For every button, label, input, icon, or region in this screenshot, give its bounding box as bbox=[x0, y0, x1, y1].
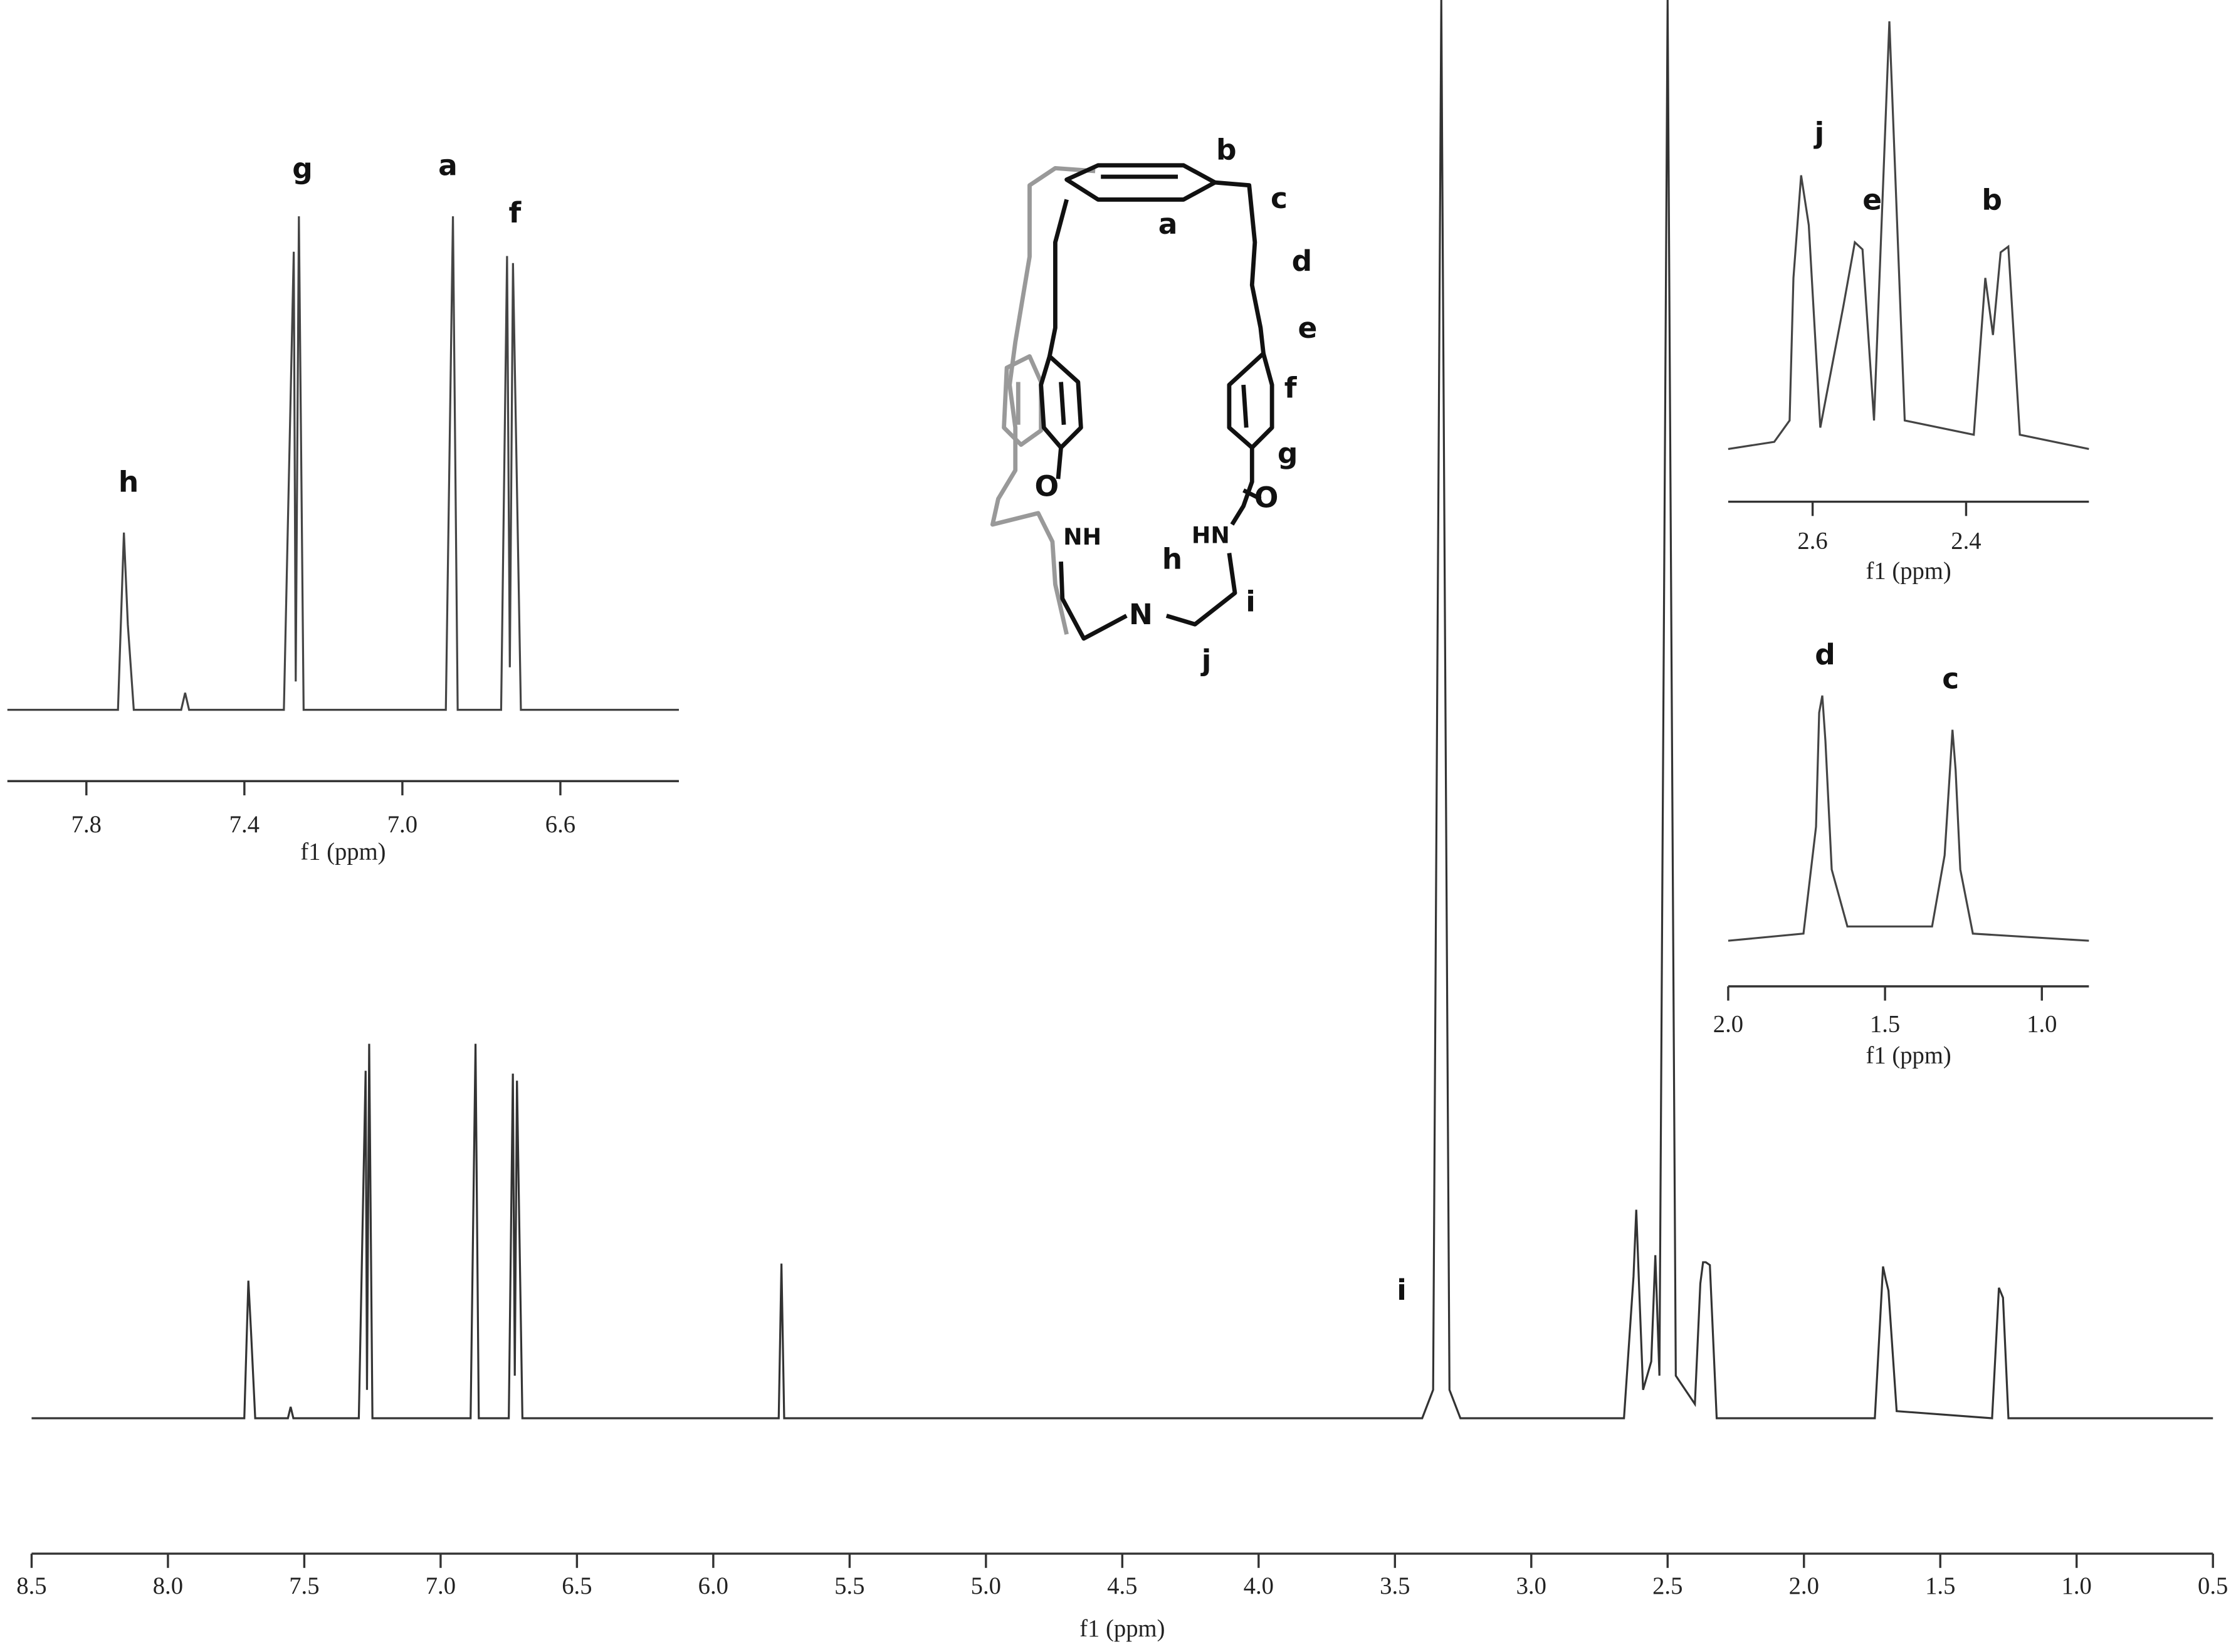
peak-label: j bbox=[1813, 116, 1825, 149]
x-tick-label: 5.5 bbox=[834, 1573, 864, 1599]
x-tick-label: 8.5 bbox=[16, 1573, 46, 1599]
x-tick-label: 2.0 bbox=[1789, 1573, 1819, 1599]
spectrum-line bbox=[1728, 21, 2089, 451]
x-tick-label: 2.4 bbox=[1951, 528, 1981, 555]
x-tick-label: 7.0 bbox=[426, 1573, 456, 1599]
structure-label: a bbox=[1158, 207, 1178, 241]
front-strand bbox=[1039, 163, 1274, 641]
x-axis-label: f1 (ppm) bbox=[1079, 1616, 1165, 1642]
x-tick-label: 3.0 bbox=[1516, 1573, 1546, 1599]
peak-label: f bbox=[509, 196, 522, 229]
x-tick-label: 6.5 bbox=[562, 1573, 592, 1599]
peak-label: g bbox=[292, 152, 313, 185]
structure-label: e bbox=[1298, 311, 1318, 345]
peak-label: c bbox=[1942, 662, 1959, 696]
spectrum-line bbox=[1728, 695, 2089, 942]
x-tick-label: 2.5 bbox=[1652, 1573, 1682, 1599]
x-tick-label: 8.0 bbox=[153, 1573, 183, 1599]
peak-label: b bbox=[1981, 183, 2002, 216]
x-tick-label: 1.0 bbox=[2062, 1573, 2092, 1599]
x-axis-label: f1 (ppm) bbox=[300, 839, 386, 865]
x-tick-label: 0.5 bbox=[2198, 1573, 2228, 1599]
structure-label: N bbox=[1129, 598, 1153, 631]
x-tick-label: 4.0 bbox=[1244, 1573, 1274, 1599]
x-tick-label: 7.4 bbox=[229, 812, 260, 838]
structure-label: i bbox=[1246, 585, 1256, 619]
peak-label: i bbox=[1397, 1273, 1407, 1307]
structure-label: d bbox=[1292, 244, 1313, 278]
x-tick-label: 3.5 bbox=[1380, 1573, 1410, 1599]
back-strand bbox=[990, 165, 1096, 635]
spectrum-line bbox=[31, 0, 2213, 1419]
x-tick-label: 5.0 bbox=[971, 1573, 1001, 1599]
spectrum-line bbox=[7, 216, 679, 711]
molecule-structure bbox=[990, 163, 1274, 641]
peak-label: a bbox=[438, 149, 458, 182]
peak-label: d bbox=[1815, 638, 1835, 671]
x-tick-label: 7.0 bbox=[387, 812, 417, 838]
x-tick-label: 6.0 bbox=[698, 1573, 728, 1599]
structure-label: O bbox=[1034, 469, 1059, 503]
structure-label: j bbox=[1200, 644, 1212, 677]
peak-label: e bbox=[1862, 183, 1882, 216]
x-tick-label: 7.5 bbox=[289, 1573, 319, 1599]
x-tick-label: 1.5 bbox=[1925, 1573, 1955, 1599]
structure-label: HN bbox=[1192, 522, 1230, 549]
structure-label: f bbox=[1284, 372, 1298, 405]
x-axis-label: f1 (ppm) bbox=[1866, 1043, 1951, 1069]
structure-label: h bbox=[1162, 542, 1182, 575]
x-tick-label: 4.5 bbox=[1107, 1573, 1137, 1599]
x-tick-label: 2.6 bbox=[1797, 528, 1827, 555]
structure-label: O bbox=[1254, 481, 1279, 515]
structure-label: c bbox=[1271, 182, 1288, 215]
structure-label: b bbox=[1216, 133, 1237, 167]
structure-label: NH bbox=[1063, 523, 1101, 550]
x-axis-label: f1 (ppm) bbox=[1866, 558, 1951, 584]
x-tick-label: 7.8 bbox=[71, 812, 102, 838]
x-tick-label: 1.0 bbox=[2027, 1012, 2057, 1038]
x-tick-label: 1.5 bbox=[1870, 1012, 1900, 1038]
x-tick-label: 2.0 bbox=[1713, 1012, 1743, 1038]
structure-label: g bbox=[1278, 437, 1298, 470]
x-tick-label: 6.6 bbox=[545, 812, 575, 838]
peak-label: h bbox=[118, 466, 139, 499]
